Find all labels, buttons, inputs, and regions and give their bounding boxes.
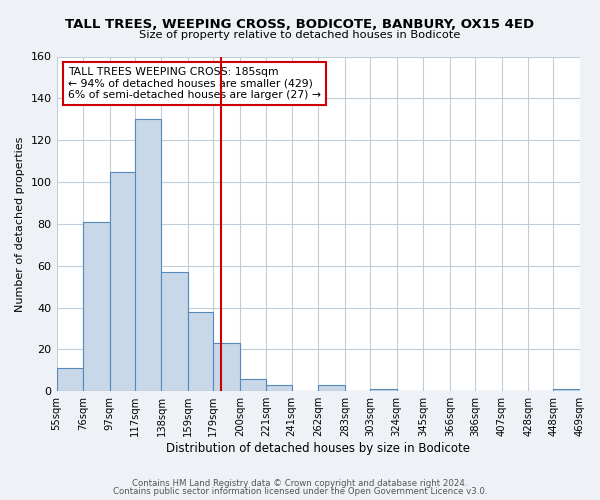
Bar — [110, 172, 135, 391]
Text: Contains public sector information licensed under the Open Government Licence v3: Contains public sector information licen… — [113, 487, 487, 496]
Text: Contains HM Land Registry data © Crown copyright and database right 2024.: Contains HM Land Registry data © Crown c… — [132, 479, 468, 488]
Bar — [318, 385, 345, 391]
Bar — [553, 389, 580, 391]
Bar — [214, 343, 240, 391]
Text: TALL TREES, WEEPING CROSS, BODICOTE, BANBURY, OX15 4ED: TALL TREES, WEEPING CROSS, BODICOTE, BAN… — [65, 18, 535, 30]
X-axis label: Distribution of detached houses by size in Bodicote: Distribution of detached houses by size … — [166, 442, 470, 455]
Text: TALL TREES WEEPING CROSS: 185sqm
← 94% of detached houses are smaller (429)
6% o: TALL TREES WEEPING CROSS: 185sqm ← 94% o… — [68, 66, 321, 100]
Bar — [56, 368, 83, 391]
Y-axis label: Number of detached properties: Number of detached properties — [15, 136, 25, 312]
Bar — [266, 385, 292, 391]
Bar — [135, 120, 161, 391]
Text: Size of property relative to detached houses in Bodicote: Size of property relative to detached ho… — [139, 30, 461, 40]
Bar — [161, 272, 188, 391]
Bar — [83, 222, 110, 391]
Bar — [188, 312, 214, 391]
Bar — [370, 389, 397, 391]
Bar — [240, 378, 266, 391]
